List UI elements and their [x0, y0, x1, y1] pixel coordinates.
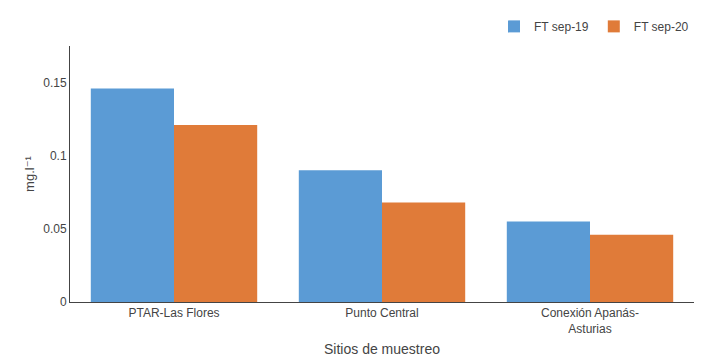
- svg-text:Punto Central: Punto Central: [345, 306, 418, 320]
- svg-text:0.15: 0.15: [43, 76, 67, 90]
- svg-text:Sitios de muestreo: Sitios de muestreo: [324, 341, 440, 357]
- svg-text:0.05: 0.05: [43, 222, 67, 236]
- svg-text:Conexión Apanás-Asturias: Conexión Apanás-Asturias: [541, 306, 639, 336]
- svg-text:0.1: 0.1: [50, 149, 67, 163]
- svg-text:FT sep-20: FT sep-20: [634, 20, 689, 34]
- svg-text:0: 0: [60, 295, 67, 309]
- svg-text:PTAR-Las Flores: PTAR-Las Flores: [128, 306, 219, 320]
- svg-text:FT sep-19: FT sep-19: [534, 20, 589, 34]
- svg-text:mg.l⁻¹: mg.l⁻¹: [22, 155, 37, 191]
